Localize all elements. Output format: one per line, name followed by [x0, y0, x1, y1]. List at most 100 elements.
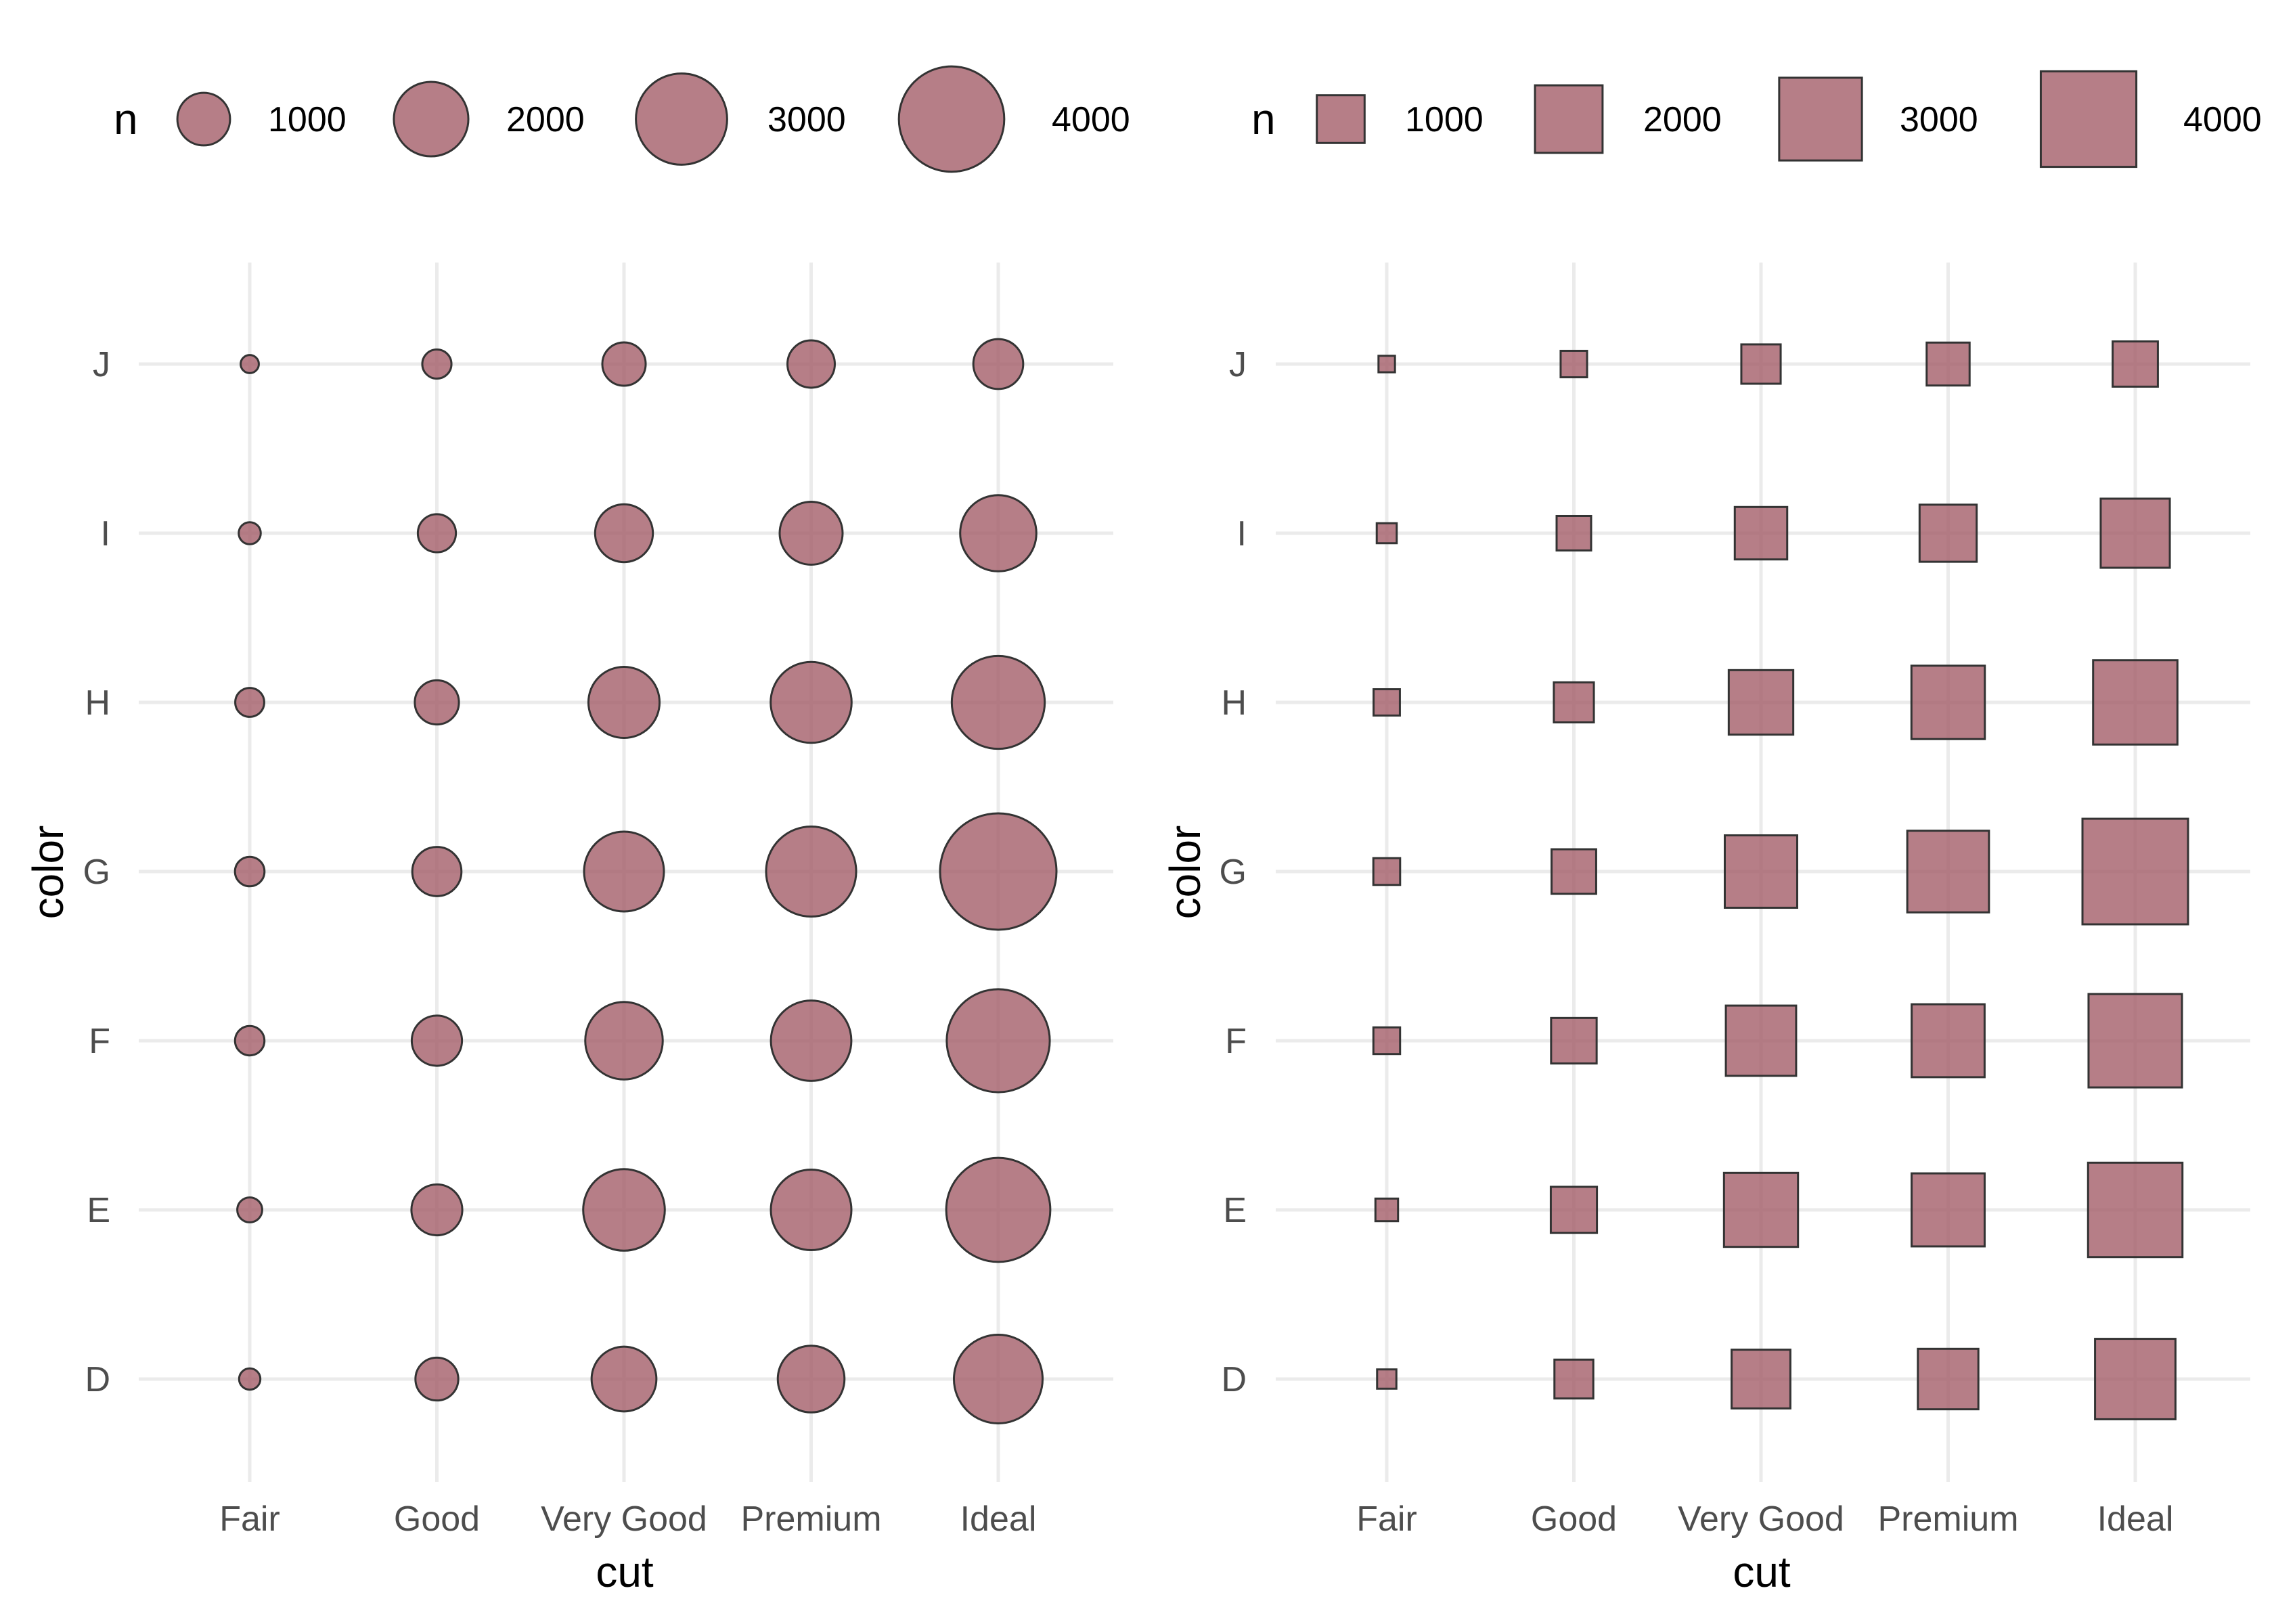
data-point	[1911, 1003, 1986, 1079]
x-tick-label: Ideal	[2097, 1499, 2174, 1539]
data-point	[776, 1345, 846, 1414]
legend-title: n	[114, 95, 138, 143]
data-point	[1374, 1197, 1400, 1223]
data-point	[411, 846, 463, 897]
legend-key	[1534, 84, 1604, 154]
legend-key	[1316, 94, 1366, 144]
data-point	[945, 988, 1051, 1093]
data-point	[240, 354, 260, 374]
x-tick-label: Premium	[740, 1499, 881, 1539]
legend-label: 4000	[2183, 100, 2262, 139]
data-point	[1722, 1171, 1800, 1248]
data-point	[414, 679, 460, 726]
data-point	[778, 500, 844, 566]
data-point	[1911, 1172, 1986, 1248]
data-point	[238, 521, 262, 545]
data-point	[1372, 857, 1402, 886]
data-point	[1550, 1016, 1598, 1065]
legend-title: n	[1251, 95, 1276, 143]
panel-circles: D E F G H I J Fair Good Very Good Premium Ideal cut c…	[24, 65, 1130, 1596]
data-point	[1377, 355, 1396, 374]
legend-label: 3000	[1900, 100, 1978, 139]
data-point	[421, 348, 453, 380]
data-point	[952, 1333, 1044, 1425]
y-tick-label: H	[1221, 683, 1247, 723]
data-point	[1375, 522, 1398, 545]
data-point	[1910, 664, 1986, 740]
data-point	[1553, 681, 1595, 724]
x-tick-label: Good	[394, 1499, 480, 1539]
data-point	[594, 503, 654, 564]
data-point	[590, 1345, 658, 1413]
x-tick-label: Fair	[1356, 1499, 1417, 1539]
legend-key	[393, 81, 470, 158]
data-point	[770, 999, 853, 1082]
data-point	[601, 341, 647, 387]
data-point	[770, 660, 853, 744]
data-point	[770, 1169, 853, 1251]
data-point	[2112, 340, 2159, 388]
y-axis-title: color	[1161, 826, 1209, 920]
data-point	[2099, 497, 2171, 569]
data-point	[1906, 830, 1990, 914]
data-point	[1731, 1349, 1791, 1409]
legend-key	[1778, 76, 1863, 162]
panel-squares: D E F G H I J Fair Good Very Good Premium Ideal cut c…	[1161, 70, 2262, 1596]
data-point	[1733, 505, 1789, 561]
y-tick-label: E	[87, 1191, 110, 1230]
legend-key	[897, 65, 1006, 173]
y-tick-label: G	[1220, 853, 1247, 892]
data-point	[950, 654, 1046, 750]
data-point	[1724, 1004, 1798, 1077]
x-tick-label: Fair	[219, 1499, 280, 1539]
data-point	[582, 1168, 666, 1252]
legend-key	[635, 72, 728, 166]
y-tick-label: D	[85, 1360, 110, 1399]
data-point	[1373, 688, 1401, 717]
y-tick-label: H	[85, 683, 110, 723]
y-tick-label: I	[1237, 514, 1247, 554]
data-point	[1740, 343, 1782, 385]
y-tick-label: E	[1223, 1191, 1247, 1230]
legend-label: 2000	[1643, 100, 1722, 139]
data-point	[238, 1367, 262, 1391]
legend-label: 3000	[767, 100, 846, 139]
data-point	[1727, 669, 1795, 736]
y-tick-label: D	[1221, 1360, 1247, 1399]
data-point	[1376, 1368, 1398, 1390]
legend-key	[176, 91, 231, 147]
legend-key	[2039, 70, 2138, 168]
data-point	[1551, 848, 1597, 895]
data-point	[234, 687, 265, 718]
data-point	[945, 1156, 1052, 1263]
data-point	[2092, 659, 2179, 746]
data-point	[2081, 817, 2189, 926]
x-tick-label: Ideal	[960, 1499, 1037, 1539]
data-point	[959, 494, 1038, 572]
legend-label: 1000	[268, 100, 347, 139]
x-tick-label: Very Good	[1678, 1499, 1844, 1539]
data-point	[1559, 349, 1588, 379]
data-point	[765, 825, 857, 918]
data-point	[1918, 503, 1978, 563]
data-point	[939, 812, 1058, 931]
data-point	[1723, 834, 1799, 909]
y-axis-title: color	[24, 826, 72, 920]
data-point	[583, 830, 665, 913]
y-tick-label: F	[1225, 1022, 1247, 1061]
y-tick-label: J	[1229, 345, 1247, 384]
data-point	[1555, 514, 1592, 552]
data-point	[1917, 1347, 1980, 1411]
y-tick-label: G	[83, 853, 110, 892]
legend-label: 4000	[1052, 100, 1130, 139]
data-point	[2087, 993, 2183, 1089]
x-tick-label: Premium	[1877, 1499, 2018, 1539]
y-tick-label: I	[101, 514, 110, 554]
data-point	[410, 1014, 464, 1067]
x-axis-title: cut	[596, 1548, 654, 1596]
x-tick-label: Good	[1531, 1499, 1617, 1539]
data-point	[1553, 1358, 1595, 1400]
data-point	[1925, 341, 1971, 387]
